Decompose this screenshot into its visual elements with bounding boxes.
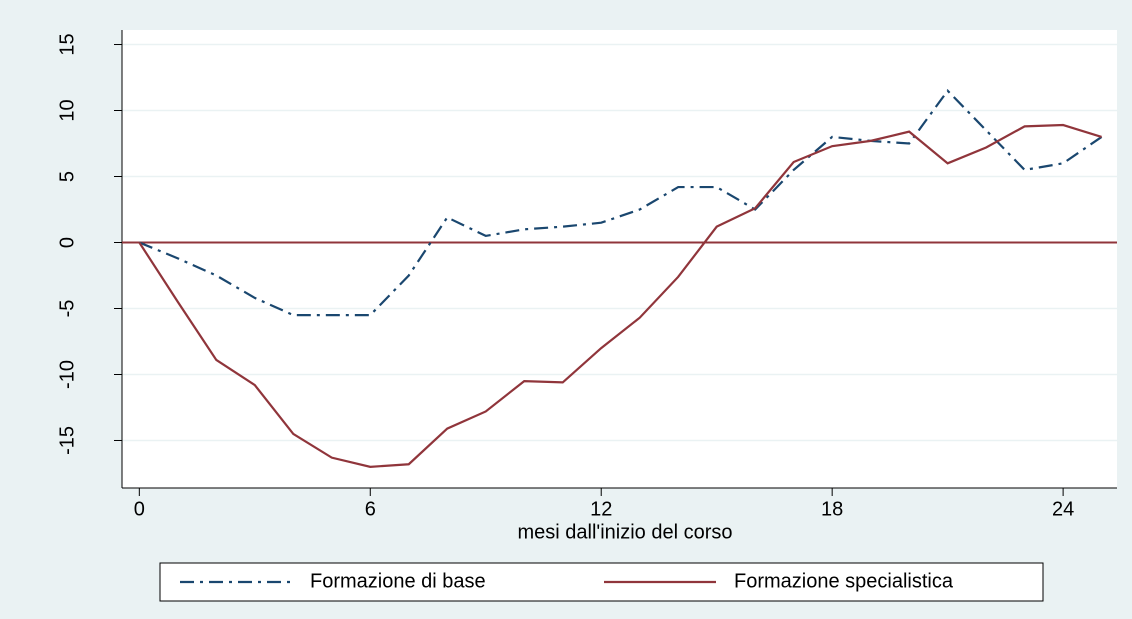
- y-tick-label: -15: [56, 426, 78, 455]
- x-tick-label: 6: [365, 498, 376, 520]
- x-tick-label: 12: [590, 498, 612, 520]
- y-tick-label: 5: [56, 171, 78, 182]
- x-axis-label: mesi dall'inizio del corso: [517, 521, 732, 543]
- legend-label: Formazione specialistica: [734, 570, 954, 592]
- y-tick-label: 15: [56, 33, 78, 55]
- y-tick-label: 10: [56, 99, 78, 121]
- y-tick-label: -10: [56, 360, 78, 389]
- x-tick-label: 24: [1052, 498, 1074, 520]
- x-tick-label: 18: [821, 498, 843, 520]
- y-tick-label: 0: [56, 237, 78, 248]
- plot-area: [122, 30, 1117, 488]
- series-line: [138, 123, 1102, 468]
- x-tick-label: 0: [134, 498, 145, 520]
- y-tick-label: -5: [56, 300, 78, 318]
- legend-box: [159, 562, 1044, 602]
- series-line: [138, 89, 1103, 317]
- legend-label: Formazione di base: [310, 570, 486, 592]
